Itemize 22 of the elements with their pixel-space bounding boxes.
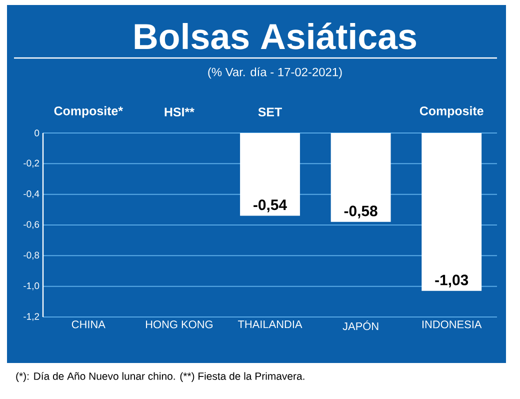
- text: Composite*: [54, 106, 123, 118]
- x-tick-label: INDONESIA: [422, 320, 482, 328]
- x-tick-label: THAILANDIA: [238, 320, 302, 328]
- y-tick-label: -1,2: [24, 313, 40, 321]
- y-tick-label: -0,4: [24, 190, 40, 198]
- x-tick-label: JAPÓN: [342, 320, 378, 330]
- data-label: -0,58: [344, 206, 378, 218]
- text: SET: [258, 108, 282, 116]
- data-label: -1,03: [435, 274, 468, 288]
- y-tick-label: -0,2: [24, 160, 40, 168]
- chart-title: Bolsas Asiáticas: [134, 22, 416, 50]
- x-tick-label: HONG KONG: [146, 320, 212, 328]
- text: HSI**: [164, 108, 194, 116]
- chart-subtitle: (% Var. día - 17-02-2021): [208, 67, 342, 79]
- y-tick-label: -0,8: [24, 252, 40, 260]
- text: (*): Día de Año Nuevo lunar chino. (**) Fiesta de la Primavera.: [16, 372, 304, 382]
- y-tick-label: -1,0: [24, 282, 40, 290]
- data-label: -0,54: [254, 200, 287, 212]
- text: Composite: [420, 106, 484, 118]
- x-tick-label: CHINA: [72, 320, 106, 328]
- y-tick-label: 0: [34, 130, 40, 136]
- y-tick-label: -0,6: [24, 221, 40, 229]
